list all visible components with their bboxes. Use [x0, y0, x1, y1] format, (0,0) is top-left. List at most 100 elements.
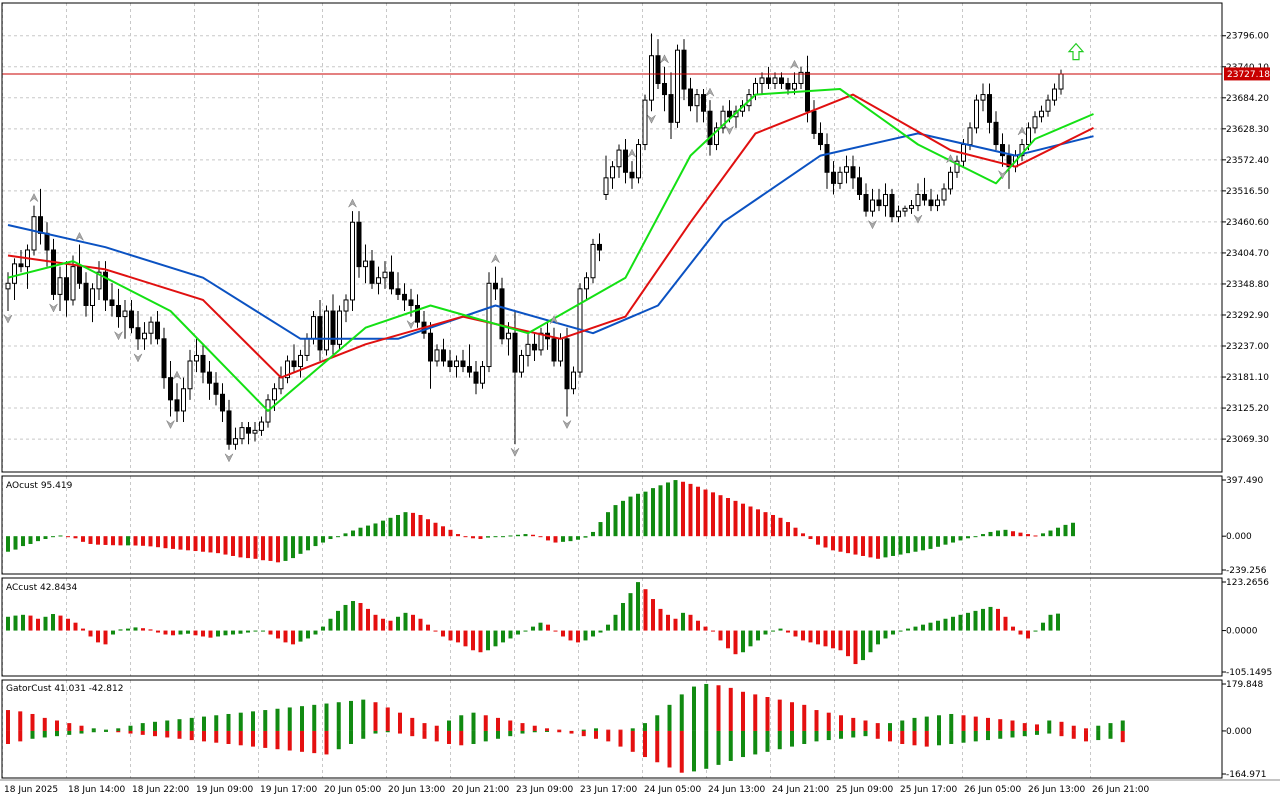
- candle: [155, 311, 160, 345]
- histogram-bar: [711, 630, 715, 632]
- gator-lower-bar: [532, 730, 537, 733]
- candle: [779, 72, 784, 90]
- histogram-bar: [718, 630, 723, 641]
- histogram-bar: [118, 536, 123, 546]
- histogram-bar: [1011, 626, 1015, 631]
- histogram-bar: [831, 536, 835, 551]
- histogram-bar: [861, 536, 865, 556]
- candle: [389, 255, 394, 295]
- candle: [538, 327, 544, 356]
- time-tick-label: 26 Jun 13:00: [1028, 785, 1085, 795]
- histogram-bar: [583, 536, 588, 538]
- histogram-bar: [576, 536, 580, 540]
- ac-panel-label: ACcust 42.8434: [6, 583, 78, 593]
- candle: [5, 272, 11, 312]
- histogram-bar: [688, 614, 693, 631]
- histogram-bar: [621, 500, 625, 537]
- histogram-bar: [508, 630, 513, 639]
- gator-lower-bar: [1071, 730, 1076, 739]
- gator-indicator-panel[interactable]: [6, 683, 1125, 773]
- gator-upper-bar: [545, 728, 549, 731]
- histogram-bar: [846, 630, 850, 657]
- gator-upper-bar: [1120, 720, 1125, 731]
- gator-lower-bar: [128, 730, 133, 734]
- candle: [376, 266, 381, 295]
- histogram-bar: [966, 536, 970, 539]
- histogram-bar: [343, 604, 348, 631]
- gator-lower-bar: [1096, 730, 1101, 741]
- gator-lower-bar: [91, 730, 96, 733]
- fractal-up-icon: [705, 87, 715, 97]
- histogram-bar: [381, 520, 385, 537]
- fractal-down-icon: [725, 126, 734, 135]
- price-tick-label: 23125.20: [1226, 404, 1269, 414]
- histogram-bar: [891, 630, 895, 635]
- ao-indicator-panel[interactable]: [6, 480, 1075, 563]
- gator-upper-bar: [790, 702, 794, 731]
- buy-signal-arrow-icon: [1067, 42, 1085, 61]
- histogram-bar: [636, 582, 640, 631]
- histogram-bar: [21, 614, 25, 631]
- fractal-down-icon: [3, 314, 13, 324]
- candle: [831, 161, 836, 195]
- candle: [655, 39, 661, 90]
- candle: [246, 422, 251, 445]
- histogram-bar: [328, 536, 333, 540]
- candle: [980, 83, 986, 112]
- histogram-bar: [501, 630, 505, 643]
- histogram-bar: [433, 630, 438, 632]
- histogram-bar: [928, 622, 933, 631]
- gator-lower-bar: [496, 730, 500, 739]
- histogram-bar: [336, 610, 340, 631]
- indicator-tick-label: -105.1495: [1226, 668, 1272, 678]
- candle: [285, 355, 290, 384]
- gator-lower-bar: [189, 730, 194, 741]
- gator-lower-bar: [594, 730, 598, 739]
- gator-lower-bar: [79, 730, 84, 734]
- histogram-bar: [478, 630, 483, 653]
- histogram-bar: [553, 630, 558, 632]
- histogram-bar: [388, 517, 393, 537]
- histogram-bar: [238, 630, 243, 634]
- histogram-bar: [321, 626, 325, 631]
- histogram-bar: [276, 630, 280, 639]
- main-price-panel[interactable]: [2, 33, 1222, 463]
- histogram-bar: [186, 536, 190, 551]
- fractal-down-icon: [868, 220, 877, 230]
- histogram-bar: [321, 536, 325, 543]
- histogram-bar: [516, 534, 520, 537]
- gator-lower-bar: [961, 730, 966, 743]
- histogram-bar: [43, 536, 48, 540]
- histogram-bar: [808, 536, 813, 540]
- histogram-bar: [126, 628, 130, 631]
- ac-indicator-panel[interactable]: [6, 582, 1060, 665]
- histogram-bar: [673, 618, 678, 631]
- candle: [993, 111, 999, 151]
- histogram-bar: [658, 608, 663, 631]
- candle: [941, 183, 947, 206]
- gator-upper-bar: [55, 720, 59, 731]
- current-price-tag: 23727.18: [1224, 67, 1270, 81]
- fractal-up-icon: [627, 148, 637, 158]
- candle: [915, 183, 921, 212]
- histogram-bar: [156, 536, 160, 548]
- time-tick-label: 18 Jun 22:00: [132, 785, 189, 795]
- fractal-up-icon: [946, 154, 955, 163]
- candle: [948, 166, 953, 195]
- gator-upper-bar: [863, 720, 868, 731]
- histogram-bar: [36, 618, 40, 631]
- gator-lower-bar: [447, 730, 451, 744]
- candle: [701, 89, 706, 123]
- candle: [441, 338, 446, 367]
- candle: [363, 244, 368, 284]
- gator-upper-bar: [667, 704, 672, 731]
- gator-lower-bar: [569, 730, 574, 734]
- gator-lower-bar: [336, 730, 341, 750]
- candle: [902, 205, 908, 217]
- fractal-up-icon: [549, 315, 559, 324]
- histogram-bar: [1026, 534, 1030, 537]
- gator-upper-bar: [606, 729, 611, 731]
- histogram-bar: [621, 602, 625, 631]
- histogram-bar: [351, 601, 355, 631]
- gator-lower-bar: [973, 730, 978, 742]
